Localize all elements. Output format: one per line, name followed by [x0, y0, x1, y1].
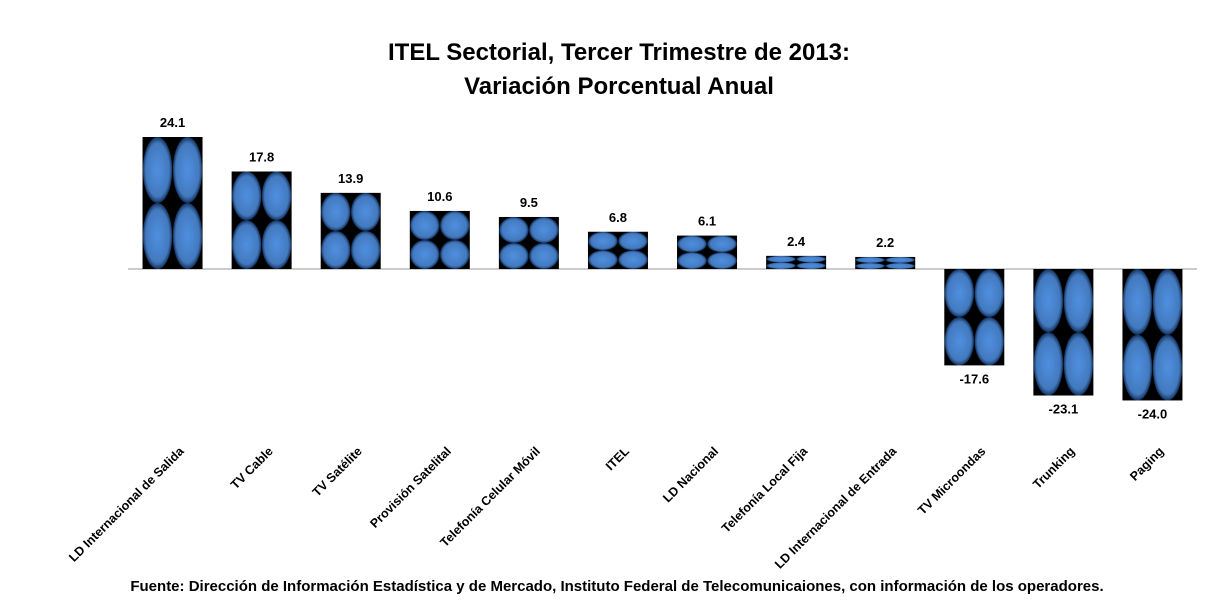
x-tick-label: ITEL — [603, 444, 632, 473]
value-label: 2.4 — [787, 234, 806, 249]
x-tick-label: LD Internacional de Salida — [66, 443, 187, 564]
value-label: 17.8 — [249, 150, 274, 165]
bar — [498, 216, 559, 269]
bar — [142, 137, 203, 269]
x-tick-label: Trunking — [1030, 444, 1077, 491]
bar — [1033, 269, 1094, 396]
bar — [587, 231, 648, 269]
value-label: 10.6 — [427, 189, 452, 204]
x-tick-label: TV Satélite — [310, 444, 365, 499]
value-label: 6.1 — [698, 214, 716, 229]
bar — [944, 269, 1005, 366]
bar — [231, 171, 292, 269]
value-label: 24.1 — [160, 115, 185, 130]
x-tick-label: Paging — [1127, 444, 1166, 483]
value-label: 13.9 — [338, 171, 363, 186]
bar — [855, 256, 916, 269]
value-label: 9.5 — [520, 195, 538, 210]
value-label: -23.1 — [1049, 402, 1079, 417]
value-label: 2.2 — [876, 235, 894, 250]
bar — [409, 210, 470, 269]
chart-title: ITEL Sectorial, Tercer Trimestre de 2013… — [388, 39, 850, 66]
x-tick-label: TV Cable — [228, 444, 276, 492]
x-tick-label: TV Microondas — [915, 444, 988, 517]
x-tick-label: LD Nacional — [660, 444, 721, 505]
bar — [766, 255, 827, 269]
bar — [1122, 269, 1183, 401]
chart-subtitle: Variación Porcentual Anual — [464, 73, 774, 100]
x-tick-label: Provisión Satelital — [367, 444, 454, 531]
value-label: -24.0 — [1138, 406, 1168, 421]
source-note: Fuente: Dirección de Información Estadís… — [130, 578, 1103, 595]
value-label: 6.8 — [609, 210, 627, 225]
x-tick-label: Telefonía Local Fija — [719, 443, 811, 535]
value-label: -17.6 — [959, 371, 989, 386]
bar — [677, 235, 738, 269]
bar — [320, 192, 381, 269]
x-tick-label: Telefonía Celular Móvil — [437, 444, 543, 550]
